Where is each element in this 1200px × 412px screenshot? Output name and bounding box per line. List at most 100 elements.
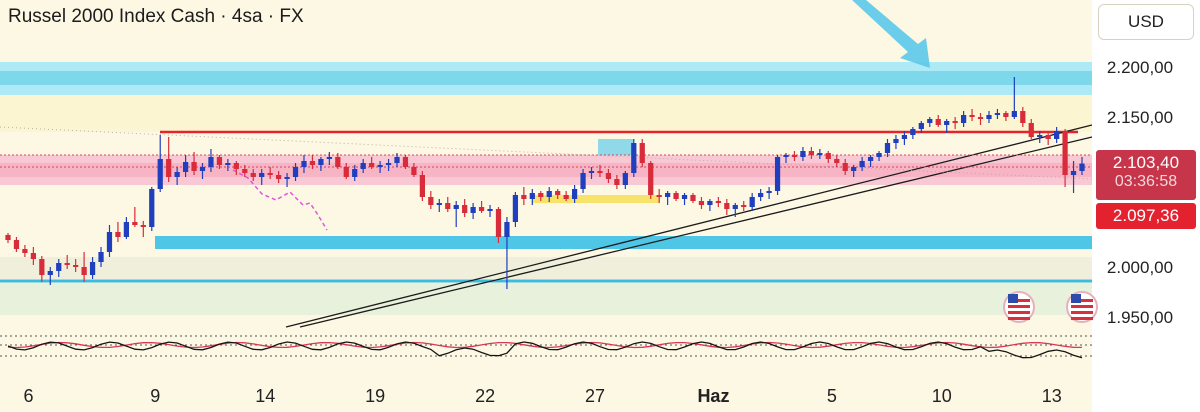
candle-body — [994, 113, 1001, 115]
x-tick-label: 27 — [585, 386, 605, 406]
candle-body — [1062, 131, 1068, 175]
candle-body — [800, 151, 806, 157]
candle-body — [631, 143, 637, 173]
flag-stripe — [1008, 311, 1030, 314]
flag-stripe — [1008, 299, 1030, 302]
candle-body — [445, 203, 451, 209]
candle-body — [656, 195, 662, 197]
flag-stripe — [1008, 317, 1030, 320]
supply-zone-core — [0, 71, 1092, 85]
candle-body — [1070, 171, 1077, 175]
flag-stripe — [1071, 311, 1093, 314]
x-tick-label: 14 — [255, 386, 275, 406]
candle-body — [267, 173, 273, 175]
oscillator-pane — [0, 330, 1092, 362]
y-tick-label: 1.950,00 — [1107, 308, 1173, 327]
candle-body — [225, 163, 231, 165]
candle-body — [563, 195, 569, 199]
candle-body — [301, 161, 307, 167]
currency-button[interactable]: USD — [1098, 4, 1194, 40]
x-tick-label: 9 — [150, 386, 160, 406]
candle-body — [5, 235, 11, 240]
candle-body — [157, 159, 163, 189]
candle-body — [910, 129, 916, 135]
candle-body — [199, 167, 206, 171]
candle-body — [453, 205, 459, 209]
annotations — [852, 0, 1098, 323]
candle-body — [166, 159, 172, 177]
candle-body — [538, 193, 544, 197]
x-tick-label: 6 — [23, 386, 33, 406]
candle-body — [132, 222, 138, 225]
y-tick-label: 2.200,00 — [1107, 58, 1173, 77]
candle-body — [64, 263, 70, 265]
candle-body — [605, 173, 612, 179]
x-tick-label: 22 — [475, 386, 495, 406]
candle-body — [876, 153, 882, 157]
candle-body — [715, 201, 721, 203]
oscillator-background — [0, 330, 1092, 362]
candle-body — [791, 155, 798, 157]
bar-countdown-label: 03:36:58 — [1114, 173, 1178, 190]
candle-body — [39, 259, 45, 275]
candle-body — [639, 143, 645, 163]
candle-body — [690, 195, 696, 201]
candle-body — [343, 167, 349, 177]
candle-body — [394, 157, 400, 163]
candle-body — [56, 263, 62, 271]
candle-body — [884, 143, 891, 153]
candle-body — [1054, 131, 1060, 139]
candle-body — [402, 157, 409, 167]
candle-body — [326, 157, 332, 159]
candle-body — [758, 193, 764, 197]
us-flag-icon — [1066, 291, 1098, 323]
candle-body — [360, 163, 366, 169]
candle-body — [318, 159, 324, 165]
candle-body — [1079, 163, 1085, 171]
candle-body — [504, 222, 510, 237]
candle-body — [622, 173, 628, 185]
breakout-box — [598, 139, 634, 155]
us-flag-icon — [1003, 291, 1035, 323]
candle-body — [123, 222, 130, 237]
y-tick-label: 2.000,00 — [1107, 258, 1173, 277]
candle-body — [977, 117, 984, 119]
flag-canton — [1008, 294, 1018, 303]
candle-body — [774, 157, 781, 191]
candle-body — [377, 165, 383, 167]
candle-body — [216, 157, 223, 165]
current-price-label: 2.103,40 — [1112, 153, 1180, 172]
flag-stripe — [1008, 305, 1030, 308]
candle-body — [834, 159, 840, 163]
current-price-tag: 2.103,40 03:36:58 — [1096, 150, 1196, 200]
candle-body — [732, 205, 738, 209]
candle-body — [521, 195, 527, 199]
candle-body — [867, 157, 874, 161]
candle-body — [428, 197, 434, 205]
candle-body — [614, 179, 620, 185]
y-tick-label: 2.150,00 — [1107, 108, 1173, 127]
candle-body — [901, 135, 908, 139]
candle-body — [783, 155, 789, 157]
x-tick-label: 19 — [365, 386, 385, 406]
demand-zone-core — [0, 163, 1092, 177]
x-tick-label: 13 — [1042, 386, 1062, 406]
candle-body — [851, 167, 857, 171]
candle-body — [385, 163, 392, 165]
candle-body — [808, 151, 815, 155]
candle-body — [952, 121, 958, 123]
base-zone — [0, 283, 1092, 315]
chart-title: Russel 2000 Index Cash · 4sa · FX — [8, 6, 304, 27]
candle-body — [1011, 111, 1017, 117]
candle-body — [960, 115, 967, 123]
candle-body — [918, 123, 924, 129]
candle-body — [233, 163, 239, 169]
candle-body — [98, 252, 104, 262]
previous-close-tag: 2.097,36 — [1096, 203, 1196, 229]
candle-body — [817, 153, 823, 155]
candle-body — [673, 193, 679, 199]
candle-body — [495, 209, 502, 237]
trend-lines — [0, 124, 1093, 328]
candle-body — [47, 271, 53, 275]
